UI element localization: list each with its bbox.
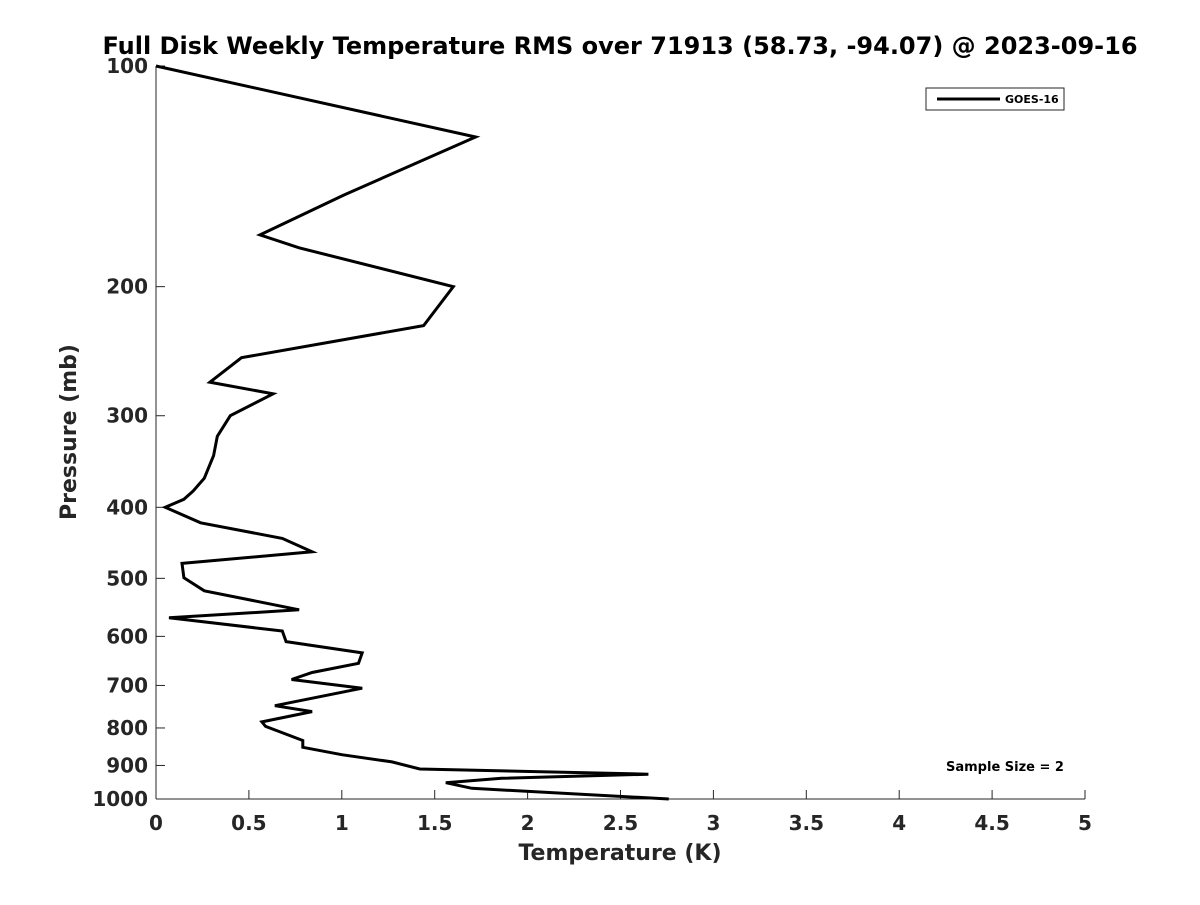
x-tick-label: 0.5: [231, 811, 266, 835]
y-tick-label: 300: [106, 404, 148, 428]
chart-title: Full Disk Weekly Temperature RMS over 71…: [102, 32, 1137, 60]
series-line-goes-16: [155, 64, 669, 801]
y-axis-ticks: 100 200 300 400 500 600 700 800 900 1000: [92, 54, 165, 811]
y-tick-label: 700: [106, 673, 148, 697]
legend-label-goes-16: GOES-16: [1005, 93, 1059, 106]
y-tick-label: 200: [106, 275, 148, 299]
y-tick-label: 600: [106, 624, 148, 648]
y-tick-label: 1000: [92, 787, 148, 811]
x-tick-label: 3: [706, 811, 720, 835]
x-tick-label: 0: [149, 811, 163, 835]
x-tick-label: 1.5: [417, 811, 452, 835]
sample-size-annotation: Sample Size = 2: [946, 760, 1064, 775]
y-axis-label: Pressure (mb): [57, 344, 82, 520]
y-tick-label: 800: [106, 716, 148, 740]
x-tick-label: 4.5: [974, 811, 1009, 835]
y-tick-label: 500: [106, 566, 148, 590]
series-layer: [155, 64, 669, 801]
y-tick-label: 900: [106, 753, 148, 777]
x-tick-label: 2: [521, 811, 535, 835]
x-tick-label: 5: [1078, 811, 1092, 835]
x-axis-ticks: 0 0.5 1 1.5 2 2.5 3 3.5 4 4.5 5: [149, 790, 1092, 835]
y-tick-label: 100: [106, 54, 148, 78]
legend: GOES-16: [925, 87, 1065, 111]
x-axis-label: Temperature (K): [518, 841, 721, 866]
x-tick-label: 4: [892, 811, 906, 835]
x-tick-label: 3.5: [789, 811, 824, 835]
y-tick-label: 400: [106, 495, 148, 519]
x-tick-label: 1: [335, 811, 349, 835]
x-tick-label: 2.5: [603, 811, 638, 835]
